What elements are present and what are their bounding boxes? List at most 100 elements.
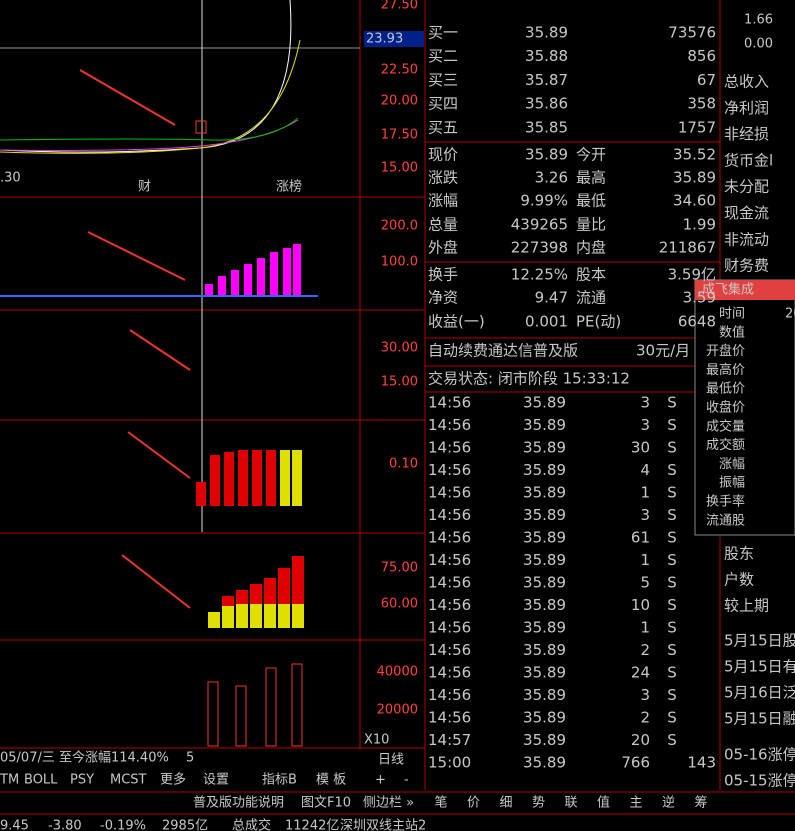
news-item[interactable]: 05-15涨停 [724, 772, 795, 790]
tab[interactable]: 细 [499, 796, 512, 811]
tick-flag: S [667, 461, 677, 479]
stat-value: 3.59亿 [668, 266, 716, 284]
news-item[interactable]: 5月16日泛 [724, 684, 795, 702]
tab[interactable]: 联 [564, 796, 577, 811]
tick-vol: 3 [640, 506, 650, 524]
axis-label: 15.00 [381, 375, 418, 390]
ob-label: 买一 [428, 24, 458, 42]
stat-label: 净资 [428, 289, 458, 307]
ob-label: 买五 [428, 118, 458, 136]
tick-price: 35.89 [523, 664, 566, 682]
button[interactable]: + [375, 773, 386, 788]
axis-label: 27.50 [381, 0, 418, 13]
link[interactable]: 普及版功能说明 [193, 796, 284, 811]
footer-item: -3.80 [48, 819, 82, 831]
tick-price: 35.89 [523, 574, 566, 592]
ob-price: 35.88 [525, 47, 568, 65]
toolbar-item[interactable]: 指标B [262, 773, 297, 788]
tick-vol: 10 [631, 596, 650, 614]
price-tag: 23.93 [366, 32, 403, 47]
tick-time: 14:56 [428, 596, 471, 614]
news-item[interactable]: 5月15日融 [724, 710, 795, 728]
toolbar-item[interactable]: MCST [110, 773, 147, 788]
tab[interactable]: 逆 [662, 795, 675, 811]
toolbar-item[interactable]: PSY [70, 773, 94, 788]
finance-item: 财务费 [724, 257, 769, 275]
popup-field: 涨幅 [719, 457, 745, 472]
holder-item: 户数 [724, 571, 754, 589]
tab[interactable]: 势 [532, 795, 545, 811]
tick-price: 35.89 [523, 619, 566, 637]
tick-vol: 3 [640, 416, 650, 434]
tab[interactable]: 笔 [434, 795, 447, 811]
ad[interactable]: 自动续费通达信普及版 [428, 342, 578, 360]
tick-price: 35.89 [523, 529, 566, 547]
finance-item: 非流动 [724, 230, 769, 248]
ob-vol: 358 [687, 95, 716, 113]
ad: 30元/月 [636, 342, 690, 360]
tick-flag: S [667, 506, 677, 524]
popup-field: 流通股 [706, 513, 745, 528]
tab[interactable]: 价 [467, 796, 480, 811]
toolbar-item[interactable]: BOLL [24, 773, 58, 788]
tick-time: 14:56 [428, 461, 471, 479]
tick-time: 14:56 [428, 664, 471, 682]
tick-flag: S [667, 686, 677, 704]
stat-value: 1.99 [683, 216, 716, 234]
stat-label: 股本 [576, 266, 606, 284]
toolbar-item[interactable]: TM [0, 773, 19, 788]
axis-label: 20000 [377, 703, 418, 718]
tab[interactable]: 筹 [694, 795, 707, 811]
stat-value: 34.60 [673, 192, 716, 210]
popup-value: 20 [785, 307, 795, 322]
tick-flag: S [667, 394, 677, 412]
stat-label: 涨幅 [428, 192, 458, 210]
tick-vol: 2 [640, 641, 650, 659]
tick-flag: S [667, 529, 677, 547]
ob-vol: 1757 [678, 118, 716, 136]
tick-flag: S [667, 664, 677, 682]
popup [694, 279, 795, 536]
ob-label: 买三 [428, 71, 458, 89]
tick-price: 35.89 [523, 686, 566, 704]
tick-price: 35.89 [523, 461, 566, 479]
tick-vol: 3 [640, 686, 650, 704]
footer-item: 11242亿 [285, 819, 339, 831]
holder-item: 较上期 [724, 597, 769, 615]
stat-value: 35.52 [673, 146, 716, 164]
tick-vol: 5 [640, 574, 650, 592]
popup-field: 时间 [719, 307, 745, 322]
tick-time: 14:56 [428, 619, 471, 637]
popup-field: 换手率 [706, 494, 745, 510]
tab[interactable]: 值 [597, 795, 610, 811]
stat-label: PE(动) [576, 313, 621, 331]
tick-price: 35.89 [523, 754, 566, 772]
button[interactable]: - [404, 773, 409, 788]
footer-item: 2985亿 [162, 819, 208, 831]
stat-label: 收益(一) [428, 313, 485, 331]
tick-vol: 4 [640, 461, 650, 479]
tick-time: 14:56 [428, 709, 471, 727]
popup-field: 成交量 [706, 418, 745, 434]
popup-title: 成飞集成 [702, 282, 754, 298]
tick-price: 35.89 [523, 709, 566, 727]
link[interactable]: 图文F10 [301, 796, 351, 811]
toolbar-item[interactable]: 更多 [160, 772, 186, 788]
toolbar-item[interactable]: 设置 [203, 773, 229, 788]
link[interactable]: 侧边栏 » [363, 796, 414, 811]
stat-value: 211867 [659, 239, 716, 257]
news-item[interactable]: 5月15日有 [724, 658, 795, 676]
axis-label: 0.10 [389, 457, 418, 472]
status: 5 [186, 751, 194, 766]
news-item[interactable]: 5月15日股 [724, 632, 795, 650]
tick-price: 35.89 [523, 394, 566, 412]
tab[interactable]: 主 [629, 796, 642, 811]
period[interactable]: 日线 [378, 753, 404, 768]
tick-vol: 3 [640, 394, 650, 412]
finance-item: 净利润 [724, 99, 769, 117]
stat-value: 439265 [511, 216, 568, 234]
tick-flag: S [667, 641, 677, 659]
news-item[interactable]: 05-16涨停 [724, 746, 795, 764]
note: 财 [138, 180, 151, 195]
toolbar-item[interactable]: 模 板 [316, 773, 346, 788]
